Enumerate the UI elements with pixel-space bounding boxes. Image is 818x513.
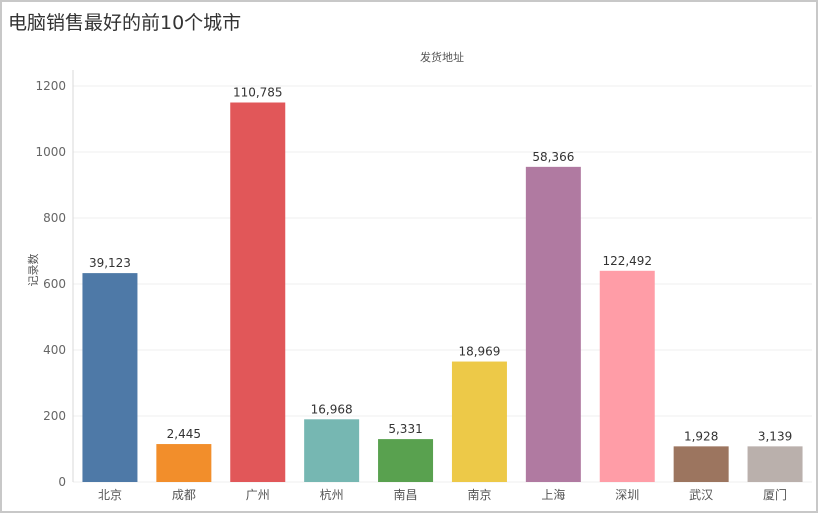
category-label: 南昌 [394, 487, 418, 502]
data-label: 2,445 [167, 427, 201, 441]
header-label: 发货地址 [420, 50, 464, 64]
bar-5[interactable] [451, 361, 507, 482]
category-label: 南京 [467, 487, 491, 502]
category-label: 厦门 [763, 487, 787, 502]
bar-3[interactable] [304, 419, 360, 482]
bar-8[interactable] [673, 446, 729, 482]
category-label: 成都 [172, 488, 196, 502]
data-label: 16,968 [311, 402, 353, 416]
bar-1[interactable] [156, 444, 212, 482]
data-labels: 39,123 2,445 110,785 16,968 5,331 18,969 58,36… [89, 86, 792, 444]
y-tick-label: 800 [43, 211, 66, 225]
category-label: 广州 [246, 488, 270, 502]
bar-2[interactable] [230, 102, 286, 483]
category-label: 武汉 [689, 488, 713, 502]
data-label: 3,139 [758, 429, 792, 443]
y-tick-label: 0 [58, 475, 66, 489]
chart-title: 电脑销售最好的前10个城市 [8, 12, 242, 34]
grid-lines [73, 85, 812, 483]
category-label: 深圳 [615, 488, 639, 502]
y-tick-label: 400 [43, 343, 66, 357]
y-tick-label: 1000 [35, 145, 66, 159]
y-tick-label: 1200 [35, 79, 66, 93]
category-label: 杭州 [320, 487, 344, 502]
data-label: 122,492 [602, 254, 652, 268]
y-axis-title: 记录数 [27, 254, 40, 287]
data-label: 39,123 [89, 256, 131, 270]
category-label: 上海 [541, 487, 565, 502]
bars [82, 102, 803, 483]
data-label: 58,366 [532, 150, 574, 164]
data-label: 1,928 [684, 429, 718, 443]
bar-0[interactable] [82, 273, 138, 482]
category-labels: 北京 成都 广州 杭州 南昌 南京 上海 深圳 武汉 厦门 [98, 487, 787, 502]
data-label: 110,785 [233, 86, 283, 100]
y-tick-label: 200 [43, 409, 66, 423]
data-label: 18,969 [458, 345, 500, 359]
bar-7[interactable] [599, 270, 655, 482]
y-axis-ticks: 0 200 400 600 800 1000 1200 [35, 79, 66, 489]
category-label: 北京 [98, 488, 122, 502]
bar-9[interactable] [747, 446, 803, 482]
bar-4[interactable] [378, 439, 434, 482]
y-tick-label: 600 [43, 277, 66, 291]
data-label: 5,331 [388, 422, 422, 436]
bar-6[interactable] [525, 166, 581, 482]
